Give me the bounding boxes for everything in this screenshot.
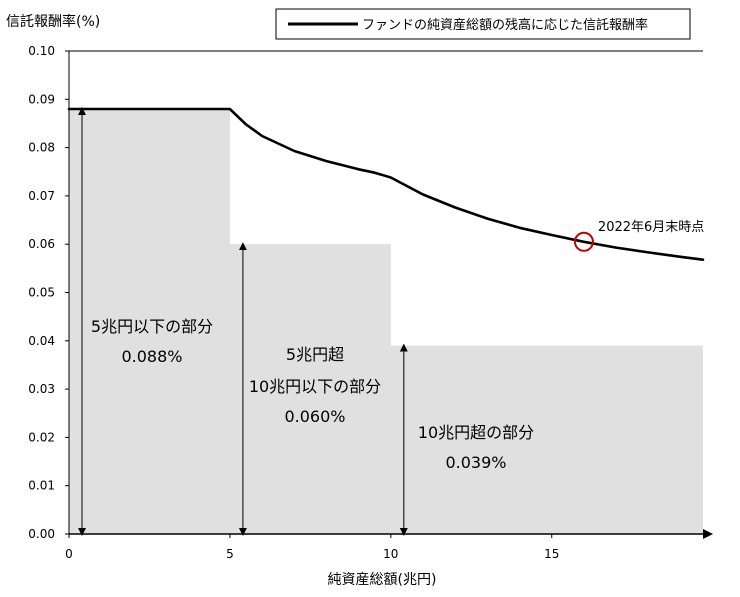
tier-label-2-line-1: 5兆円超	[286, 345, 344, 364]
annotation: 2022年6月末時点	[573, 220, 704, 252]
tier-label-2-line-2: 10兆円以下の部分	[249, 377, 381, 396]
y-tick-label: 0.10	[28, 44, 55, 58]
x-tick-label: 10	[383, 547, 398, 561]
tier-label-1-line-2: 0.088%	[121, 347, 182, 366]
series-layer	[67, 107, 705, 262]
series-line-1	[67, 107, 705, 262]
y-tick-label: 0.06	[28, 237, 55, 251]
tier-label-2-line-3: 0.060%	[284, 407, 345, 426]
y-tick-label: 0.01	[28, 479, 55, 493]
tier-label-1-line-1: 5兆円以下の部分	[91, 317, 213, 336]
annotation-label: 2022年6月末時点	[598, 220, 704, 235]
y-axis-title: 信託報酬率(%)	[6, 13, 100, 30]
tier-layer	[69, 108, 703, 535]
legend: ファンドの純資産総額の残高に応じた信託報酬率	[275, 8, 691, 40]
tier-label-3-line-1: 10兆円超の部分	[418, 423, 534, 442]
x-axis-title: 純資産総額(兆円)	[328, 572, 437, 588]
legend-label: ファンドの純資産総額の残高に応じた信託報酬率	[362, 17, 648, 33]
x-tick-label: 15	[544, 547, 559, 561]
y-tick-label: 0.02	[28, 430, 55, 444]
tier-label-3-line-2: 0.039%	[445, 453, 506, 472]
axis-layer: 0.00 0.01 0.02 0.03 0.04 0.05 0.06 0.07 0.08 0.09…	[28, 44, 713, 561]
x-tick-label: 5	[226, 547, 234, 561]
annotation-marker	[573, 231, 594, 252]
y-tick-label: 0.05	[28, 286, 55, 300]
y-tick-label: 0.08	[28, 141, 55, 155]
label-layer: 5兆円以下の部分 0.088% 5兆円超 10兆円以下の部分 0.060% 10兆円超の部…	[78, 106, 534, 536]
x-tick-label: 0	[65, 547, 73, 561]
y-tick-label: 0.00	[28, 527, 55, 541]
y-tick-label: 0.09	[28, 92, 55, 106]
y-tick-label: 0.04	[28, 334, 55, 348]
tier-block-1	[69, 108, 230, 535]
tier-block-2	[229, 244, 391, 534]
tier-block-3	[390, 345, 703, 534]
y-tick-label: 0.07	[28, 189, 55, 203]
y-tick-label: 0.03	[28, 382, 55, 396]
